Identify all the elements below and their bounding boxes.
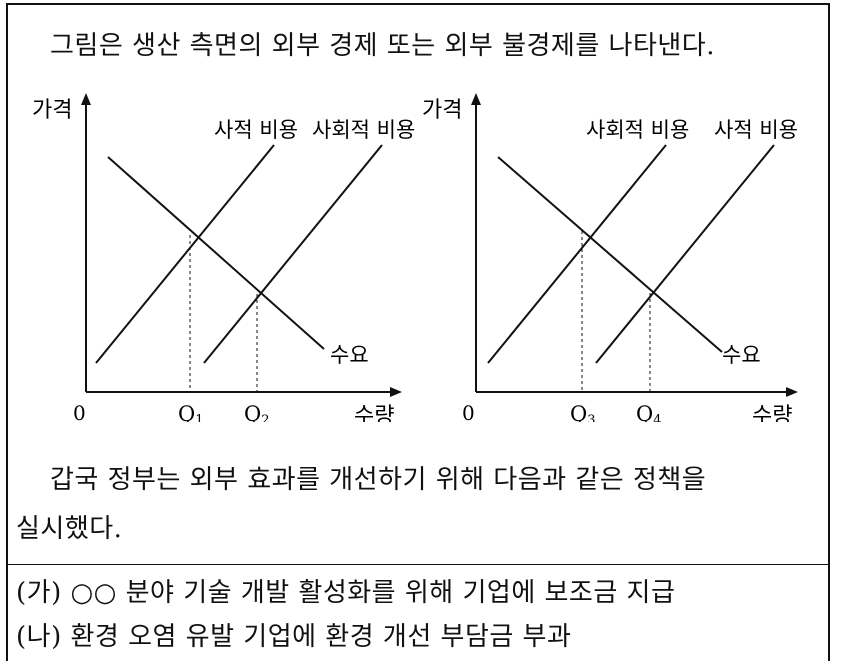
intro-text: 그림은 생산 측면의 외부 경제 또는 외부 불경제를 나타낸다. (50, 31, 715, 61)
origin-label: 0 (462, 401, 475, 422)
origin-label: 0 (73, 401, 86, 422)
x-axis-arrow (786, 387, 798, 397)
y-axis-arrow (81, 93, 91, 105)
x-axis-label: 수량 (354, 404, 394, 422)
tick-q1: Q1 (178, 402, 204, 422)
social-cost-line (203, 144, 383, 364)
y-axis-label: 가격 (32, 98, 72, 123)
policy-text-line1: 갑국 정부는 외부 효과를 개선하기 위해 다음과 같은 정책을 (50, 465, 707, 495)
demand-line (497, 156, 723, 353)
policy-item-na: (나) 환경 오염 유발 기업에 환경 개선 부담금 부과 (16, 622, 572, 652)
tick-q4: Q4 (636, 402, 662, 422)
x-axis-arrow (390, 387, 402, 397)
policy-item-ga: (가) ○○ 분야 기술 개발 활성화를 위해 기업에 보조금 지급 (16, 578, 676, 608)
private-cost-label: 사적 비용 (714, 118, 798, 142)
demand-label: 수요 (330, 343, 369, 367)
social-cost-line (487, 144, 667, 364)
y-axis-label: 가격 (422, 98, 462, 123)
social-cost-label: 사회적 비용 (586, 118, 689, 142)
policy-text-line2: 실시했다. (16, 514, 123, 544)
social-cost-label: 사회적 비용 (312, 118, 415, 142)
question-box: 그림은 생산 측면의 외부 경제 또는 외부 불경제를 나타낸다. 가격 수량 … (6, 3, 830, 661)
y-axis-arrow (471, 93, 481, 105)
private-cost-label: 사적 비용 (214, 118, 298, 142)
graph-right: 가격 수량 0 사회적 비용 사적 비용 수요 Q3 Q4 (422, 93, 798, 422)
graph-left: 가격 수량 0 사적 비용 사회적 비용 수요 Q1 Q2 (32, 93, 415, 422)
demand-label: 수요 (722, 343, 761, 367)
tick-q2: Q2 (244, 402, 270, 422)
demand-line (107, 156, 325, 350)
private-cost-line (95, 144, 275, 364)
divider (8, 564, 828, 565)
tick-q3: Q3 (570, 402, 596, 422)
x-axis-label: 수량 (752, 404, 792, 422)
private-cost-line (595, 144, 775, 364)
